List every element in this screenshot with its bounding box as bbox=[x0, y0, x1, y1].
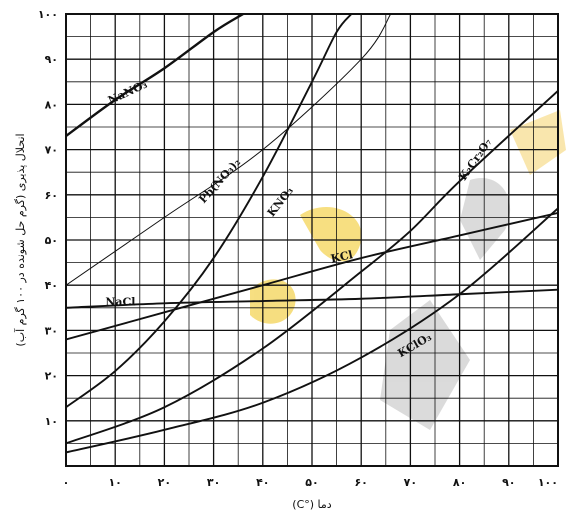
y-axis-title: انحلال پذیری (گرم حل شونده در ۱۰۰ گرم آب… bbox=[13, 133, 27, 346]
y-tick-label: ۶۰ bbox=[45, 189, 58, 202]
watermark bbox=[250, 110, 566, 430]
x-tick-label: ۱۰ bbox=[108, 476, 121, 489]
x-tick-label: ۴۰ bbox=[256, 476, 269, 489]
plot-frame bbox=[65, 13, 559, 467]
series-line-3 bbox=[66, 211, 558, 341]
y-tick-label: ۵۰ bbox=[45, 234, 58, 247]
tick-labels: ۰ ۱۰ ۲۰ ۳۰ ۴۰ ۵۰ ۶۰ ۷۰ ۸۰ ۹۰ ۱۰۰ ۱۰ ۲۰ ۳۰ ۴۰ ۵۰ ۶۰ ۷۰ ۸۰ ۹۰… bbox=[38, 8, 558, 489]
watermark-shape bbox=[460, 178, 511, 260]
series-line-2 bbox=[66, 14, 353, 409]
x-tick-label: ۳۰ bbox=[207, 476, 220, 489]
series-layer bbox=[66, 14, 558, 454]
x-tick-label: ۰ bbox=[63, 476, 70, 489]
watermark-shape bbox=[300, 206, 362, 262]
series-line-1 bbox=[66, 14, 392, 286]
series-line-5 bbox=[66, 90, 558, 445]
series-label-1: Pb(NO₃)₂ bbox=[196, 156, 243, 206]
x-tick-label: ۷۰ bbox=[404, 476, 417, 489]
y-tick-label: ۳۰ bbox=[45, 324, 58, 337]
watermark-shape bbox=[510, 110, 566, 175]
x-tick-label: ۱۰۰ bbox=[538, 476, 558, 489]
y-tick-label: ۸۰ bbox=[45, 98, 58, 111]
y-tick-label: ۲۰ bbox=[45, 370, 58, 383]
x-tick-label: ۹۰ bbox=[502, 476, 515, 489]
x-tick-label: ۲۰ bbox=[158, 476, 171, 489]
grid bbox=[65, 13, 559, 467]
x-tick-label: ۶۰ bbox=[354, 476, 367, 489]
series-label-2: KNO₃ bbox=[265, 184, 296, 219]
series-line-6 bbox=[66, 207, 558, 454]
y-tick-label: ۱۰۰ bbox=[38, 8, 58, 21]
y-tick-label: ۱۰ bbox=[45, 415, 58, 428]
series-label-3: KCl bbox=[330, 248, 354, 265]
y-tick-label: ۷۰ bbox=[45, 144, 58, 157]
x-axis-title: دما (°C) bbox=[292, 498, 332, 511]
y-tick-label: ۴۰ bbox=[45, 279, 58, 292]
series-line-4 bbox=[66, 288, 558, 309]
series-line-0 bbox=[66, 14, 244, 138]
series-label-4: NaCl bbox=[105, 296, 135, 309]
x-tick-label: ۵۰ bbox=[305, 476, 318, 489]
x-tick-label: ۸۰ bbox=[453, 476, 466, 489]
series-label-5: K₂Cr₂O₇ bbox=[456, 136, 494, 183]
y-tick-label: ۹۰ bbox=[45, 53, 58, 66]
